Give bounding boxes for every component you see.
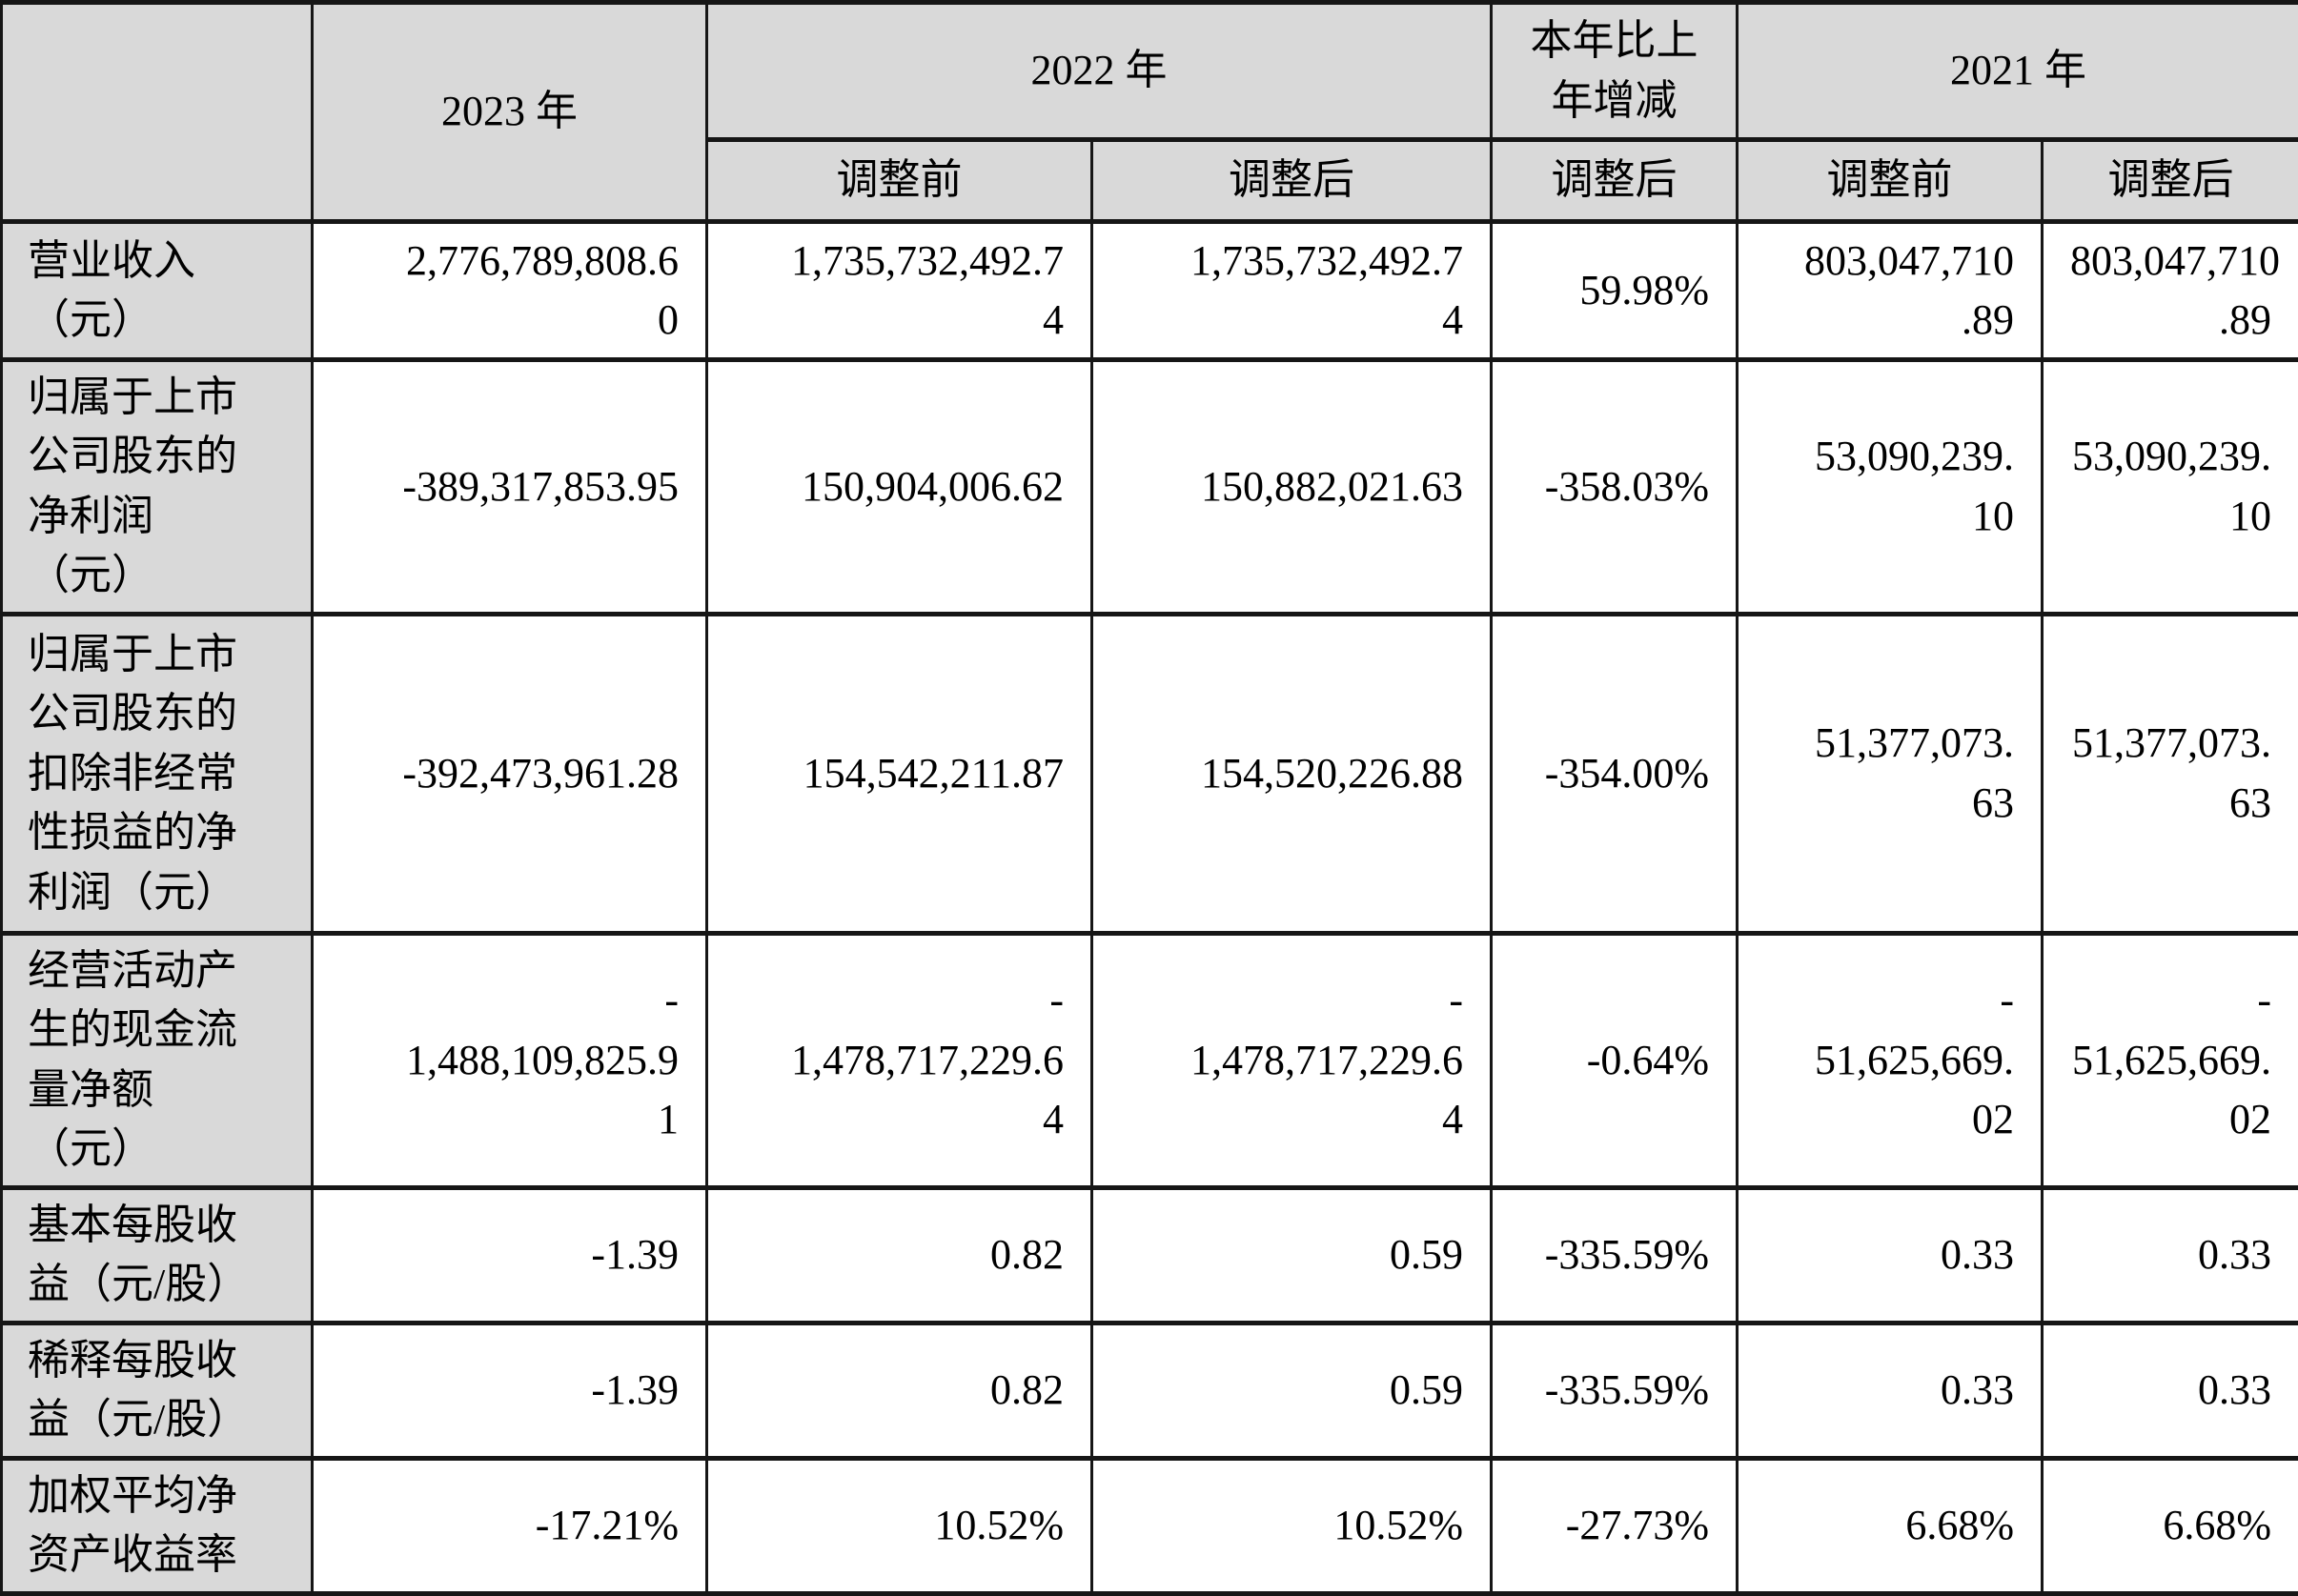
subheader-2022-before-adjust: 调整前 (707, 140, 1092, 222)
cell-basic-eps-2021-after: 0.33 (2043, 1187, 2298, 1323)
cell-diluted-eps-2021-after: 0.33 (2043, 1323, 2298, 1458)
header-year-2021: 2021 年 (1738, 3, 2298, 140)
subheader-2021-before-adjust: 调整前 (1738, 140, 2043, 222)
cell-diluted-eps-change: -335.59% (1492, 1323, 1738, 1458)
table-row-diluted-eps: 稀释每股收 益（元/股） -1.39 0.82 0.59 -335.59% 0.… (2, 1323, 2298, 1458)
row-label-basic-eps: 基本每股收 益（元/股） (2, 1187, 313, 1323)
cell-net-profit-2023: -389,317,853.95 (313, 360, 707, 615)
cell-excl-2022-before: 154,542,211.87 (707, 614, 1092, 933)
cell-roe-2021-after: 6.68% (2043, 1458, 2298, 1593)
table-row-weighted-avg-roe: 加权平均净 资产收益率 -17.21% 10.52% 10.52% -27.73… (2, 1458, 2298, 1593)
cell-roe-2021-before: 6.68% (1738, 1458, 2043, 1593)
cell-revenue-2021-before: 803,047,710 .89 (1738, 222, 2043, 360)
cell-basic-eps-change: -335.59% (1492, 1187, 1738, 1323)
cell-roe-2023: -17.21% (313, 1458, 707, 1593)
cell-diluted-eps-2022-before: 0.82 (707, 1323, 1092, 1458)
subheader-2022-after-adjust: 调整后 (1092, 140, 1492, 222)
table-row-net-profit: 归属于上市 公司股东的 净利润 （元） -389,317,853.95 150,… (2, 360, 2298, 615)
cell-excl-2021-before: 51,377,073. 63 (1738, 614, 2043, 933)
cell-cash-flow-change: -0.64% (1492, 933, 1738, 1187)
subheader-change-after-adjust: 调整后 (1492, 140, 1738, 222)
cell-excl-2022-after: 154,520,226.88 (1092, 614, 1492, 933)
cell-net-profit-change: -358.03% (1492, 360, 1738, 615)
cell-diluted-eps-2023: -1.39 (313, 1323, 707, 1458)
row-label-net-profit-excl-nonrecurring: 归属于上市 公司股东的 扣除非经常 性损益的净 利润（元） (2, 614, 313, 933)
cell-roe-2022-after: 10.52% (1092, 1458, 1492, 1593)
cell-cash-flow-2022-before: - 1,478,717,229.6 4 (707, 933, 1092, 1187)
cell-roe-change: -27.73% (1492, 1458, 1738, 1593)
row-label-diluted-eps: 稀释每股收 益（元/股） (2, 1323, 313, 1458)
cell-basic-eps-2022-after: 0.59 (1092, 1187, 1492, 1323)
header-yoy-change: 本年比上 年增减 (1492, 3, 1738, 140)
header-year-2023: 2023 年 (313, 3, 707, 222)
header-blank-cell (2, 3, 313, 222)
table-row-basic-eps: 基本每股收 益（元/股） -1.39 0.82 0.59 -335.59% 0.… (2, 1187, 2298, 1323)
row-label-net-profit: 归属于上市 公司股东的 净利润 （元） (2, 360, 313, 615)
cell-excl-2021-after: 51,377,073. 63 (2043, 614, 2298, 933)
cell-basic-eps-2021-before: 0.33 (1738, 1187, 2043, 1323)
cell-net-profit-2021-after: 53,090,239. 10 (2043, 360, 2298, 615)
table-row-net-profit-excl-nonrecurring: 归属于上市 公司股东的 扣除非经常 性损益的净 利润（元） -392,473,9… (2, 614, 2298, 933)
row-label-operating-cash-flow: 经营活动产 生的现金流 量净额 （元） (2, 933, 313, 1187)
table-row-operating-cash-flow: 经营活动产 生的现金流 量净额 （元） - 1,488,109,825.9 1 … (2, 933, 2298, 1187)
cell-diluted-eps-2021-before: 0.33 (1738, 1323, 2043, 1458)
cell-net-profit-2022-before: 150,904,006.62 (707, 360, 1092, 615)
cell-excl-change: -354.00% (1492, 614, 1738, 933)
table-row-revenue: 营业收入 （元） 2,776,789,808.6 0 1,735,732,492… (2, 222, 2298, 360)
cell-cash-flow-2022-after: - 1,478,717,229.6 4 (1092, 933, 1492, 1187)
row-label-revenue: 营业收入 （元） (2, 222, 313, 360)
cell-cash-flow-2021-after: - 51,625,669. 02 (2043, 933, 2298, 1187)
cell-excl-2023: -392,473,961.28 (313, 614, 707, 933)
cell-revenue-2022-before: 1,735,732,492.7 4 (707, 222, 1092, 360)
cell-basic-eps-2023: -1.39 (313, 1187, 707, 1323)
row-label-weighted-avg-roe: 加权平均净 资产收益率 (2, 1458, 313, 1593)
cell-basic-eps-2022-before: 0.82 (707, 1187, 1092, 1323)
cell-cash-flow-2021-before: - 51,625,669. 02 (1738, 933, 2043, 1187)
cell-revenue-2021-after: 803,047,710 .89 (2043, 222, 2298, 360)
cell-roe-2022-before: 10.52% (707, 1458, 1092, 1593)
cell-net-profit-2022-after: 150,882,021.63 (1092, 360, 1492, 615)
cell-revenue-2022-after: 1,735,732,492.7 4 (1092, 222, 1492, 360)
cell-net-profit-2021-before: 53,090,239. 10 (1738, 360, 2043, 615)
cell-diluted-eps-2022-after: 0.59 (1092, 1323, 1492, 1458)
cell-revenue-2023: 2,776,789,808.6 0 (313, 222, 707, 360)
subheader-2021-after-adjust: 调整后 (2043, 140, 2298, 222)
cell-cash-flow-2023: - 1,488,109,825.9 1 (313, 933, 707, 1187)
cell-revenue-change: 59.98% (1492, 222, 1738, 360)
header-year-2022: 2022 年 (707, 3, 1492, 140)
